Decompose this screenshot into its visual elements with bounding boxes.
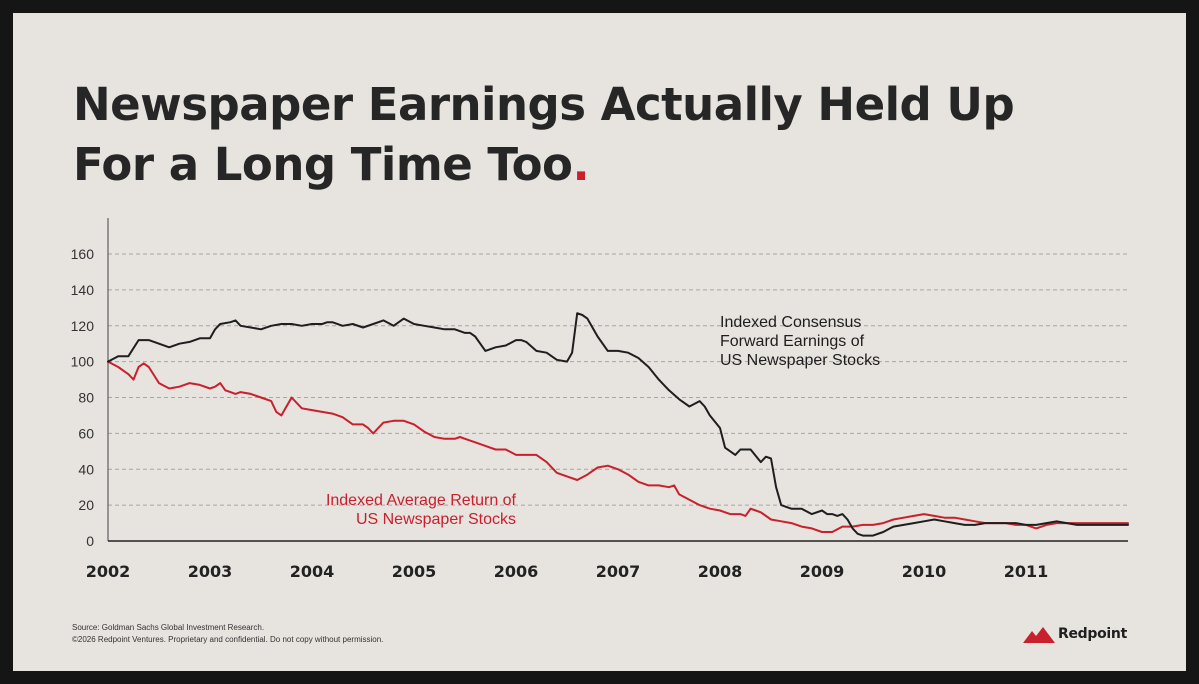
- y-tick-label: 20: [78, 497, 94, 513]
- title-line-1: Newspaper Earnings Actually Held Up: [73, 78, 1015, 131]
- x-tick-label: 2005: [392, 562, 437, 581]
- x-tick-label: 2009: [800, 562, 845, 581]
- source-note: Source: Goldman Sachs Global Investment …: [72, 623, 265, 632]
- y-tick-label: 140: [71, 282, 95, 298]
- annotation-line: US Newspaper Stocks: [356, 511, 516, 528]
- annotation-earnings: Indexed Consensus Forward Earnings of US N…: [720, 314, 880, 369]
- page-title: Newspaper Earnings Actually Held Up For …: [73, 75, 1015, 195]
- series-layer: [107, 312, 1129, 537]
- x-tick-label: 2008: [698, 562, 743, 581]
- annotation-line: Indexed Average Return of: [326, 492, 517, 509]
- y-tick-label: 40: [78, 461, 94, 477]
- x-tick-label: 2007: [596, 562, 641, 581]
- x-tick-label: 2004: [290, 562, 335, 581]
- footer: Source: Goldman Sachs Global Investment …: [72, 622, 383, 646]
- slide: Newspaper Earnings Actually Held Up For …: [13, 13, 1186, 671]
- logo-text: Redpoint: [1058, 626, 1127, 642]
- axis-layer: 0 20 40 60 80 100 120 140 160 2002 2003 2004 2005 200…: [71, 218, 1128, 581]
- y-tick-label: 160: [71, 246, 95, 262]
- x-tick-label: 2003: [188, 562, 233, 581]
- copyright-note: ©2026 Redpoint Ventures. Proprietary and…: [72, 635, 384, 644]
- y-tick-label: 80: [78, 390, 94, 406]
- annotation-returns: Indexed Average Return of US Newspaper St…: [326, 492, 517, 528]
- series-line-returns: [107, 360, 1129, 533]
- x-tick-label: 2002: [86, 562, 131, 581]
- y-tick-label: 100: [71, 354, 95, 370]
- y-tick-label: 60: [78, 425, 94, 441]
- redpoint-mountain-icon: [1023, 627, 1055, 643]
- redpoint-logo: Redpoint: [1023, 625, 1127, 643]
- x-tick-label: 2011: [1004, 562, 1049, 581]
- annotation-line: Forward Earnings of: [720, 333, 865, 350]
- annotation-line: Indexed Consensus: [720, 314, 861, 331]
- title-line-2: For a Long Time Too: [73, 138, 573, 191]
- annotation-layer: Indexed Consensus Forward Earnings of US N…: [326, 314, 880, 528]
- series-line-earnings: [107, 312, 1129, 537]
- y-tick-label: 0: [86, 533, 94, 549]
- title-accent-dot: .: [572, 138, 590, 191]
- y-tick-label: 120: [71, 318, 95, 334]
- x-tick-label: 2010: [902, 562, 947, 581]
- x-tick-label: 2006: [494, 562, 539, 581]
- annotation-line: US Newspaper Stocks: [720, 352, 880, 369]
- grid-layer: [108, 253, 1128, 506]
